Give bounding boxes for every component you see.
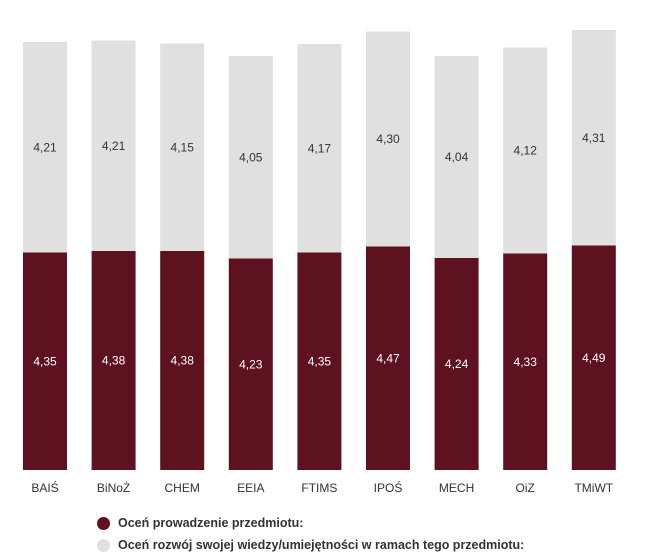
x-tick-label-6: MECH [439, 481, 474, 495]
bar-series-1-2 [160, 251, 205, 470]
bar-series-1-4 [297, 252, 342, 470]
bar-series-2-5 [366, 31, 410, 247]
data-label-series-1-4: 4,35 [308, 354, 332, 368]
data-label-series-1-6: 4,24 [445, 357, 469, 371]
bar-series-2-8 [571, 30, 616, 246]
bar-series-2-4 [297, 44, 342, 253]
bar-series-1-0 [23, 252, 67, 470]
x-tick-label-4: FTIMS [301, 481, 337, 495]
bar-series-2-3 [228, 56, 273, 259]
data-label-series-1-7: 4,33 [514, 355, 538, 369]
data-label-series-2-7: 4,12 [514, 144, 538, 158]
legend: Oceń prowadzenie przedmiotu: Oceń rozwój… [97, 512, 524, 556]
x-tick-label-1: BiNoŻ [97, 481, 130, 495]
bar-series-2-1 [91, 40, 136, 251]
legend-marker-series-2 [97, 538, 110, 552]
data-label-series-2-3: 4,05 [239, 150, 263, 164]
bar-series-2-7 [503, 47, 548, 254]
data-label-series-2-4: 4,17 [308, 141, 332, 155]
bar-series-1-8 [571, 245, 616, 470]
data-label-series-1-8: 4,49 [582, 351, 606, 365]
x-tick-label-7: OiZ [516, 481, 535, 495]
x-tick-label-5: IPOŚ [374, 480, 403, 495]
bar-series-1-7 [503, 253, 548, 470]
data-label-series-1-3: 4,23 [239, 357, 263, 371]
data-label-series-2-6: 4,04 [445, 150, 469, 164]
x-tick-label-8: TMiWT [574, 481, 613, 495]
bar-series-2-2 [160, 43, 205, 251]
data-label-series-2-1: 4,21 [102, 139, 126, 153]
legend-label-series-2: Oceń rozwój swojej wiedzy/umiejętności w… [118, 538, 525, 552]
x-tick-label-3: EEIA [237, 481, 264, 495]
bar-series-1-6 [434, 258, 479, 470]
data-label-series-1-2: 4,38 [171, 354, 195, 368]
legend-label-series-1: Oceń prowadzenie przedmiotu: [118, 516, 304, 530]
data-label-series-2-0: 4,21 [33, 140, 57, 154]
data-label-series-1-1: 4,38 [102, 354, 126, 368]
legend-marker-series-1 [97, 516, 110, 530]
bar-series-1-3 [228, 258, 273, 470]
data-label-series-1-5: 4,47 [376, 351, 400, 365]
legend-item-series-2: Oceń rozwój swojej wiedzy/umiejętności w… [97, 534, 524, 556]
bar-series-1-1 [91, 251, 136, 470]
legend-item-series-1: Oceń prowadzenie przedmiotu: [97, 512, 524, 534]
x-tick-label-0: BAIŚ [31, 480, 58, 495]
data-label-series-1-0: 4,35 [33, 354, 57, 368]
data-label-series-2-5: 4,30 [376, 132, 400, 146]
data-label-series-2-2: 4,15 [171, 140, 195, 154]
data-label-series-2-8: 4,31 [582, 131, 606, 145]
bar-series-2-0 [23, 42, 67, 253]
bar-series-2-6 [434, 56, 479, 258]
x-tick-label-2: CHEM [165, 481, 200, 495]
bar-series-1-5 [366, 246, 410, 470]
